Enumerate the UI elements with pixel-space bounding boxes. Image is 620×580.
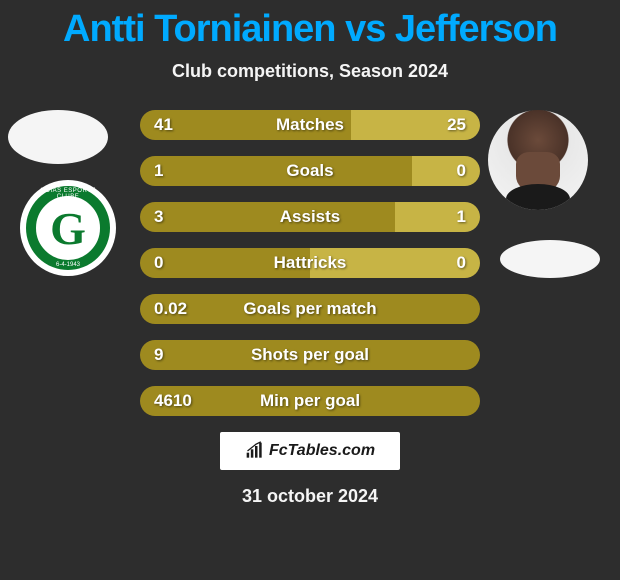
club-logo-left: G	[20, 180, 116, 276]
stat-row: 1 0 Goals	[140, 156, 480, 186]
page-title: Antti Torniainen vs Jefferson	[0, 0, 620, 51]
stat-right-value: 0	[457, 253, 466, 273]
stat-right-bar: 1	[395, 202, 480, 232]
date-line: 31 october 2024	[0, 486, 620, 507]
stat-left-bar: 9 Shots per goal	[140, 340, 480, 370]
stat-row: 9 Shots per goal	[140, 340, 480, 370]
stat-left-value: 1	[154, 161, 163, 181]
stat-right-value: 25	[447, 115, 466, 135]
club-letter: G	[50, 202, 86, 255]
stat-label: Min per goal	[260, 391, 360, 411]
stat-label: Hattricks	[274, 253, 347, 273]
stat-left-bar: 4610 Min per goal	[140, 386, 480, 416]
stat-left-bar: 0.02 Goals per match	[140, 294, 480, 324]
brand-text: FcTables.com	[269, 442, 375, 460]
stat-row: 0 0 Hattricks	[140, 248, 480, 278]
stat-right-bar: 0	[412, 156, 480, 186]
stat-right-value: 0	[457, 161, 466, 181]
stat-label: Assists	[280, 207, 340, 227]
stat-left-value: 9	[154, 345, 163, 365]
stat-label: Goals	[286, 161, 333, 181]
stat-left-value: 0.02	[154, 299, 187, 319]
stat-label: Shots per goal	[251, 345, 369, 365]
club-ring-icon: G	[26, 186, 110, 270]
stat-right-value: 1	[457, 207, 466, 227]
stat-left-bar: 3	[140, 202, 395, 232]
club-logo-right-placeholder	[500, 240, 600, 278]
player-right-avatar	[488, 110, 588, 210]
stat-left-bar: 1	[140, 156, 412, 186]
stat-left-value: 3	[154, 207, 163, 227]
brand-badge: FcTables.com	[220, 432, 400, 470]
stat-left-value: 4610	[154, 391, 192, 411]
stat-left-value: 0	[154, 253, 163, 273]
stats-bars: 41 25 Matches 1 0 Goals 3 1 Assists	[140, 110, 480, 416]
stat-row: 0.02 Goals per match	[140, 294, 480, 324]
stat-label: Matches	[276, 115, 344, 135]
subtitle: Club competitions, Season 2024	[0, 61, 620, 82]
stat-row: 4610 Min per goal	[140, 386, 480, 416]
comparison-area: G 41 25 Matches 1 0 Goals 3	[0, 110, 620, 416]
stat-left-value: 41	[154, 115, 173, 135]
stat-right-bar: 25	[351, 110, 480, 140]
stat-label: Goals per match	[243, 299, 376, 319]
stat-row: 3 1 Assists	[140, 202, 480, 232]
stat-row: 41 25 Matches	[140, 110, 480, 140]
chart-icon	[245, 441, 265, 461]
player-left-avatar	[8, 110, 108, 164]
